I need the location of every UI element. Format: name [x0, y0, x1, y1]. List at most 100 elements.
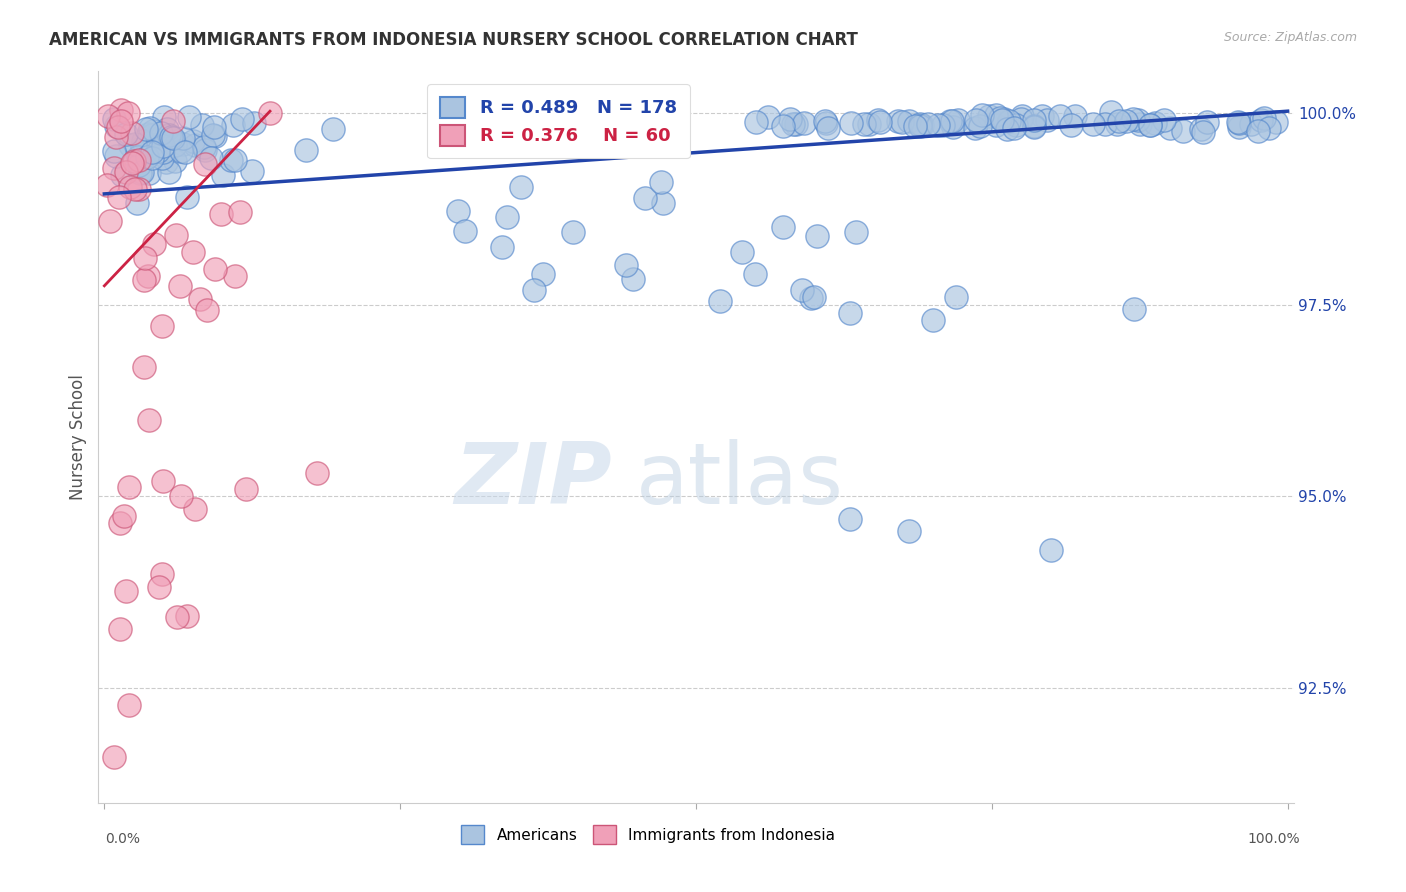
Point: [814, 114, 837, 128]
Point: [745, 115, 768, 129]
Point: [112, 508, 135, 523]
Point: [988, 111, 1011, 125]
Point: [995, 121, 1018, 136]
Point: [138, 413, 160, 427]
Point: [229, 205, 252, 219]
Point: [181, 244, 204, 259]
Point: [235, 482, 257, 496]
Point: [103, 112, 125, 126]
Point: [139, 120, 162, 135]
Point: [1105, 117, 1128, 131]
Point: [188, 292, 211, 306]
Point: [1022, 119, 1045, 133]
Point: [149, 126, 172, 140]
Point: [523, 283, 546, 297]
Point: [107, 120, 129, 135]
Point: [204, 262, 226, 277]
Point: [152, 474, 174, 488]
Point: [169, 279, 191, 293]
Point: [744, 268, 766, 282]
Point: [984, 119, 1007, 133]
Legend: Americans, Immigrants from Indonesia: Americans, Immigrants from Indonesia: [456, 819, 841, 850]
Point: [110, 103, 132, 117]
Point: [858, 117, 880, 131]
Point: [162, 131, 184, 145]
Point: [792, 283, 814, 297]
Point: [1115, 114, 1137, 128]
Point: [1126, 113, 1149, 128]
Point: [242, 116, 264, 130]
Point: [104, 130, 127, 145]
Point: [174, 145, 197, 160]
Point: [998, 114, 1021, 128]
Point: [945, 290, 967, 304]
Point: [259, 106, 281, 120]
Point: [141, 151, 163, 165]
Point: [509, 179, 531, 194]
Point: [132, 140, 155, 154]
Point: [1094, 117, 1116, 131]
Y-axis label: Nursery School: Nursery School: [69, 374, 87, 500]
Point: [103, 749, 125, 764]
Point: [177, 111, 200, 125]
Point: [160, 130, 183, 145]
Point: [128, 159, 150, 173]
Point: [454, 224, 477, 238]
Point: [1229, 120, 1251, 134]
Point: [204, 120, 226, 134]
Point: [939, 114, 962, 128]
Point: [131, 139, 153, 153]
Point: [141, 128, 163, 142]
Point: [117, 105, 139, 120]
Point: [166, 610, 188, 624]
Point: [917, 117, 939, 131]
Point: [990, 113, 1012, 128]
Point: [152, 139, 174, 153]
Point: [120, 138, 142, 153]
Point: [191, 118, 214, 132]
Point: [1036, 112, 1059, 127]
Text: ZIP: ZIP: [454, 440, 613, 523]
Point: [150, 151, 173, 165]
Point: [201, 128, 224, 142]
Point: [152, 145, 174, 160]
Point: [200, 151, 222, 165]
Point: [1039, 543, 1062, 558]
Point: [153, 111, 176, 125]
Point: [1005, 118, 1028, 132]
Point: [946, 112, 969, 127]
Point: [135, 122, 157, 136]
Point: [128, 153, 150, 167]
Point: [897, 524, 920, 538]
Point: [231, 112, 253, 126]
Point: [98, 214, 121, 228]
Point: [815, 116, 838, 130]
Point: [941, 114, 963, 128]
Point: [817, 121, 839, 136]
Point: [131, 135, 153, 149]
Point: [927, 118, 949, 132]
Point: [132, 360, 155, 375]
Point: [204, 129, 226, 144]
Point: [1081, 118, 1104, 132]
Point: [122, 153, 145, 168]
Point: [1143, 116, 1166, 130]
Point: [1189, 122, 1212, 136]
Point: [972, 108, 994, 122]
Point: [103, 161, 125, 176]
Point: [977, 109, 1000, 123]
Point: [193, 139, 215, 153]
Point: [118, 480, 141, 494]
Point: [128, 166, 150, 180]
Point: [1064, 109, 1087, 123]
Point: [172, 131, 194, 145]
Point: [128, 182, 150, 196]
Text: 100.0%: 100.0%: [1249, 832, 1301, 846]
Point: [222, 119, 245, 133]
Point: [136, 268, 159, 283]
Point: [447, 203, 470, 218]
Point: [163, 138, 186, 153]
Point: [195, 302, 218, 317]
Point: [134, 251, 156, 265]
Point: [105, 120, 128, 134]
